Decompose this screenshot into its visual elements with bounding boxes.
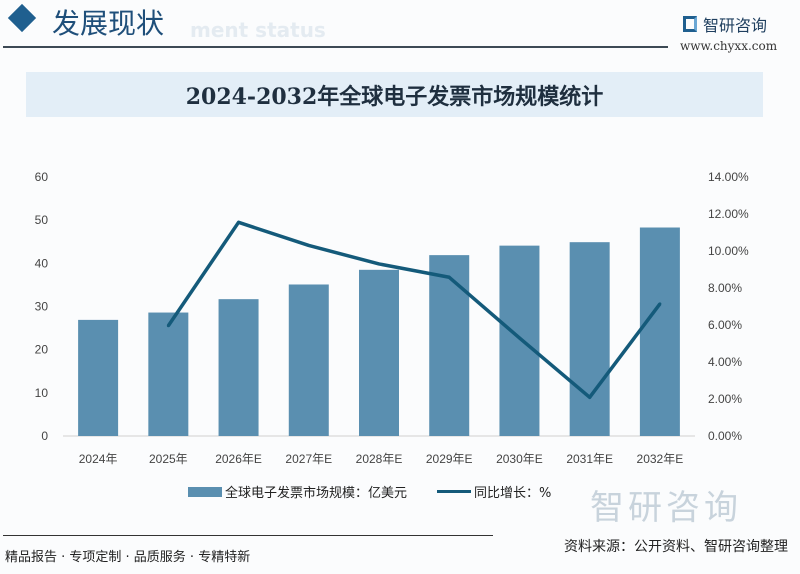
right-tick-label: 4.00%	[708, 355, 742, 369]
chart: 0 10 20 30 40 50 60 0.00% 2.00% 4.00% 6.00% 8.00% 10…	[35, 170, 749, 466]
section-subtitle: ment status	[190, 18, 326, 42]
growth-point	[307, 243, 311, 247]
bar	[639, 227, 680, 436]
footer-divider	[3, 535, 493, 536]
chart-title: 2024-2032年全球电子发票市场规模统计	[185, 83, 604, 110]
growth-point	[447, 275, 451, 279]
right-tick-label: 6.00%	[708, 318, 742, 332]
right-tick-label: 8.00%	[708, 281, 742, 295]
legend-label-line: 同比增长：%	[474, 486, 552, 501]
left-tick-label: 50	[35, 213, 49, 227]
bar	[78, 319, 119, 436]
x-tick-label: 2030年E	[496, 452, 543, 466]
left-tick-label: 40	[35, 256, 49, 270]
legend: 全球电子发票市场规模：亿美元 同比增长：%	[188, 482, 551, 501]
bar	[499, 245, 540, 436]
bar	[148, 312, 189, 436]
growth-point	[166, 324, 170, 328]
legend-swatch-line	[437, 490, 472, 493]
left-tick-label: 20	[35, 343, 49, 357]
legend-item-bar: 全球电子发票市场规模：亿美元	[188, 482, 407, 501]
x-tick-label: 2024年	[79, 452, 118, 466]
logo: 智研咨询	[683, 12, 767, 36]
bar	[569, 242, 610, 436]
legend-swatch-bar	[188, 486, 222, 497]
x-tick-label: 2026年E	[215, 452, 262, 466]
growth-point	[377, 262, 381, 266]
bar	[359, 269, 399, 436]
legend-label-bar: 全球电子发票市场规模：亿美元	[225, 486, 408, 501]
footer-slogan: 精品报告 · 专项定制 · 品质服务 · 专精特新	[5, 550, 251, 565]
left-tick-label: 10	[35, 386, 49, 400]
bar	[288, 284, 329, 436]
growth-line	[166, 220, 662, 400]
right-tick-label: 0.00%	[708, 429, 742, 443]
left-tick-label: 60	[35, 170, 49, 184]
left-tick-label: 30	[35, 300, 49, 314]
bar	[429, 255, 470, 436]
right-tick-label: 14.00%	[708, 170, 749, 184]
right-tick-label: 12.00%	[708, 207, 749, 221]
watermark: 智研咨询	[590, 488, 742, 528]
x-tick-label: 2028年E	[356, 452, 403, 466]
x-tick-label: 2031年E	[566, 452, 613, 466]
x-tick-label: 2029年E	[426, 452, 473, 466]
source-note: 资料来源：公开资料、智研咨询整理	[564, 539, 788, 555]
bar	[218, 299, 259, 436]
x-tick-label: 2027年E	[285, 452, 332, 466]
logo-url: www.chyxx.com	[680, 39, 778, 53]
logo-icon	[683, 16, 697, 32]
growth-point	[588, 395, 592, 399]
legend-item-line: 同比增长：%	[437, 482, 551, 501]
chart-title-box: 2024-2032年全球电子发票市场规模统计	[26, 72, 763, 117]
header-divider	[3, 46, 668, 48]
x-tick-label: 2025年	[149, 452, 188, 466]
right-tick-label: 10.00%	[708, 244, 749, 258]
growth-point	[237, 220, 241, 224]
growth-point	[517, 336, 521, 340]
logo-text: 智研咨询	[703, 16, 768, 35]
x-tick-label: 2032年E	[637, 452, 684, 466]
growth-point	[658, 302, 662, 306]
section-title: 发展现状	[52, 7, 165, 40]
left-tick-label: 0	[41, 429, 48, 443]
right-tick-label: 2.00%	[708, 392, 742, 406]
